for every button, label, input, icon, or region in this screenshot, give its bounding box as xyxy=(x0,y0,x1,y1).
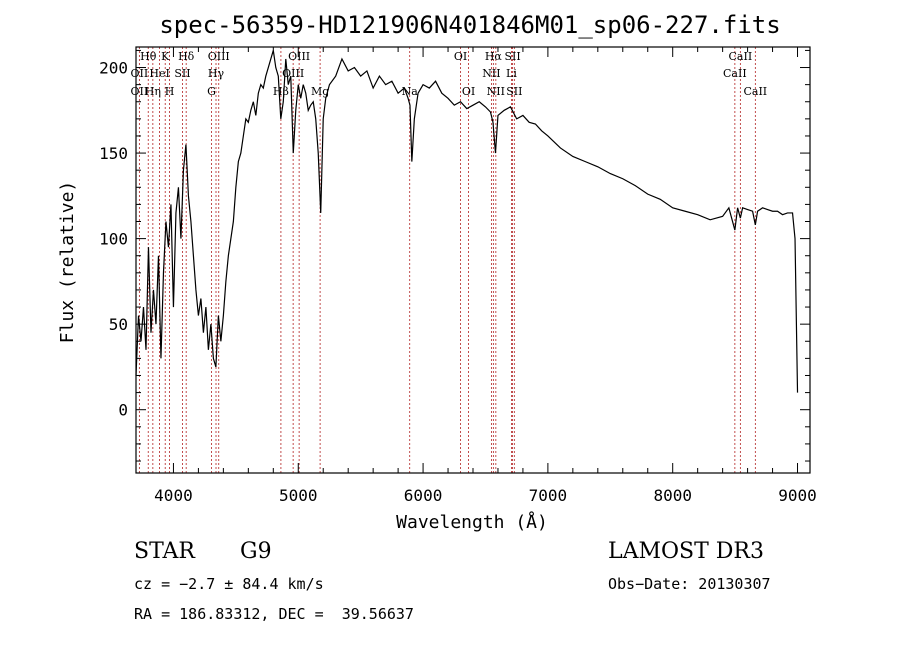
spectral-line-label: OII xyxy=(131,67,149,80)
y-tick-label: 0 xyxy=(118,401,128,420)
spectral-line-label: K xyxy=(161,50,170,63)
y-tick-label: 50 xyxy=(109,315,128,334)
redshift-velocity: cz = −2.7 ± 84.4 km/s xyxy=(134,575,324,593)
x-tick-label: 9000 xyxy=(778,486,817,505)
spectral-line-label: Hγ xyxy=(208,67,225,80)
x-tick-label: 6000 xyxy=(404,486,443,505)
x-tick-label: 5000 xyxy=(279,486,318,505)
x-tick-label: 8000 xyxy=(653,486,692,505)
y-axis-ticks: 0 50 100 150 200 xyxy=(99,49,810,462)
spectral-line-label: Hβ xyxy=(273,85,289,98)
spectral-line-label: Na xyxy=(402,85,419,98)
spectral-line-label: OI xyxy=(454,50,467,63)
object-class: STAR xyxy=(134,539,195,564)
x-axis-label: Wavelength (Å) xyxy=(396,511,548,533)
survey-name: LAMOST DR3 xyxy=(608,539,764,564)
spectral-line-label: NII xyxy=(487,85,505,98)
spectral-line-markers xyxy=(138,47,756,473)
y-tick-label: 200 xyxy=(99,59,128,78)
spectral-line-label: CaII xyxy=(743,85,767,98)
plot-frame xyxy=(135,46,811,474)
y-axis-label: Flux (relative) xyxy=(57,181,78,344)
spectral-line-label: Hη xyxy=(145,85,161,98)
spectral-line-label: SII xyxy=(506,85,522,98)
spectral-line-label: HeI xyxy=(149,67,169,80)
x-tick-label: 4000 xyxy=(154,486,193,505)
spectral-line-label: G xyxy=(207,85,216,98)
spectral-line-label: Hα xyxy=(485,50,503,63)
spectral-line-label: OIII xyxy=(208,50,230,63)
observation-date: Obs−Date: 20130307 xyxy=(608,575,771,593)
y-tick-label: 100 xyxy=(99,230,128,249)
spectral-line-label: OII xyxy=(131,85,149,98)
spectral-line-label: CaII xyxy=(723,67,747,80)
spectral-line-label: H xyxy=(165,85,175,98)
spectral-line-label: SII xyxy=(174,67,190,80)
x-axis-ticks: 4000 5000 6000 7000 8000 9000 xyxy=(154,47,817,505)
spectral-line-label: NII xyxy=(482,67,500,80)
spectral-line-label: SII xyxy=(504,50,520,63)
spectral-line-label: OIII xyxy=(288,50,310,63)
spectral-line-label: CaII xyxy=(729,50,753,63)
spectral-line-label: Mg xyxy=(311,85,329,98)
spectral-line-label: OI xyxy=(462,85,475,98)
spectrum-line xyxy=(135,50,799,393)
spectral-line-label: Hθ xyxy=(140,50,157,63)
coordinates: RA = 186.83312, DEC = 39.56637 xyxy=(134,605,414,623)
object-subclass: G9 xyxy=(240,539,272,564)
chart-title: spec-56359-HD121906N401846M01_sp06-227.f… xyxy=(159,11,780,39)
x-tick-label: 7000 xyxy=(529,486,568,505)
spectral-line-label: Li xyxy=(506,67,517,80)
y-tick-label: 150 xyxy=(99,144,128,163)
spectral-line-label: Hδ xyxy=(178,50,195,63)
